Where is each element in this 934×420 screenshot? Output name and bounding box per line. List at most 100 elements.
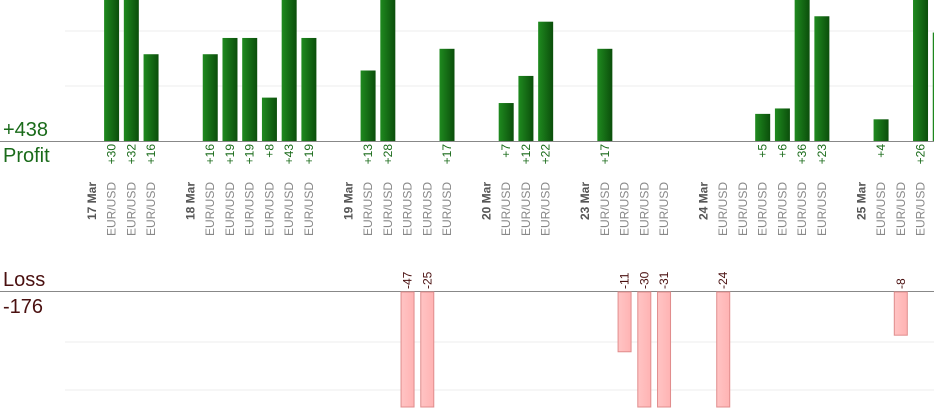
category-label: EUR/USD [144,182,158,236]
loss-bar [716,291,731,408]
category-label: EUR/USD [440,182,454,236]
date-label: 23 Mar [578,182,592,220]
category-label: EUR/USD [282,182,296,236]
profit-bar [932,32,934,141]
category-label: EUR/USD [105,182,119,236]
profit-bar [281,0,297,141]
profit-bar [498,103,514,141]
category-label: EUR/USD [361,182,375,236]
category-label: EUR/USD [874,182,888,236]
profit-bar [202,54,218,141]
profit-value-label: +5 [756,144,770,158]
profit-bar [261,97,277,141]
loss-label: Loss [3,269,46,291]
profit-value-label: +32 [124,144,138,165]
profit-value-label: +8 [262,144,276,158]
loss-value-label: -30 [637,271,651,289]
profit-bar [814,16,830,142]
profit-bar [518,75,534,141]
profit-bar [913,0,929,141]
profit-bar [439,48,455,141]
date-label: 24 Mar [696,182,710,220]
profit-value-label: +6 [775,144,789,158]
category-label: EUR/USD [124,182,138,236]
category-label: EUR/USD [539,182,553,236]
profit-bar [380,0,396,141]
profit-value-label: +28 [381,144,395,165]
category-label: EUR/USD [243,182,257,236]
category-label: EUR/USD [775,182,789,236]
profit-value-label: +19 [223,144,237,165]
category-label: EUR/USD [598,182,612,236]
category-label: EUR/USD [223,182,237,236]
category-label: EUR/USD [401,182,415,236]
loss-value-label: -24 [716,271,730,289]
profit-value-label: +7 [499,144,513,158]
category-label: EUR/USD [381,182,395,236]
profit-value-label: +13 [361,144,375,165]
category-label: EUR/USD [637,182,651,236]
loss-value-label: -8 [894,278,908,289]
profit-value-label: +26 [914,144,928,165]
profit-bar [873,119,889,141]
loss-bar [637,291,652,408]
profit-bar [301,37,317,141]
profit-value-label: +43 [282,144,296,165]
date-label: 17 Mar [85,182,99,220]
category-label: EUR/USD [914,182,928,236]
category-label: EUR/USD [618,182,632,236]
category-label: EUR/USD [499,182,513,236]
profit-bar [360,70,376,141]
category-label: EUR/USD [736,182,750,236]
loss-bar [420,291,435,408]
loss-bar [657,291,672,408]
loss-value-label: -25 [420,271,434,289]
profit-value-label: +17 [440,144,454,165]
category-label: EUR/USD [420,182,434,236]
category-label: EUR/USD [815,182,829,236]
category-label: EUR/USD [203,182,217,236]
profit-bar [597,48,613,141]
category-label: EUR/USD [716,182,730,236]
loss-value-label: -31 [657,271,671,289]
profit-value-label: +4 [874,144,888,158]
profit-value-label: +30 [105,144,119,165]
date-label: 20 Mar [479,182,493,220]
profit-bar [538,21,554,142]
loss-bar [617,291,632,353]
category-label: EUR/USD [795,182,809,236]
profit-value-label: +23 [815,144,829,165]
profit-bar [222,37,238,141]
profit-bar [794,0,810,141]
category-label: EUR/USD [657,182,671,236]
date-label: 19 Mar [341,182,355,220]
category-label: EUR/USD [756,182,770,236]
loss-total: -176 [3,296,44,318]
profit-total: +438 [3,119,49,141]
category-label: EUR/USD [302,182,316,236]
profit-value-label: +17 [598,144,612,165]
profit-bar [242,37,258,141]
profit-bar [774,108,790,141]
profit-value-label: +16 [203,144,217,165]
profit-value-label: +36 [795,144,809,165]
profit-bar [143,54,159,141]
profit-value-label: +22 [539,144,553,165]
profit-value-label: +19 [243,144,257,165]
profit-value-label: +12 [519,144,533,165]
profit-value-label: +19 [302,144,316,165]
loss-value-label: -11 [618,272,632,289]
category-label: EUR/USD [519,182,533,236]
loss-bar [893,291,908,336]
loss-bar [400,291,415,408]
category-label: EUR/USD [262,182,276,236]
date-label: 18 Mar [184,182,198,220]
date-label: 25 Mar [854,182,868,220]
profit-bar [123,0,139,141]
category-label: EUR/USD [894,182,908,236]
profit-bar [755,113,771,141]
loss-value-label: -47 [401,271,415,289]
profit-value-label: +16 [144,144,158,165]
profit-label: Profit [3,145,50,167]
